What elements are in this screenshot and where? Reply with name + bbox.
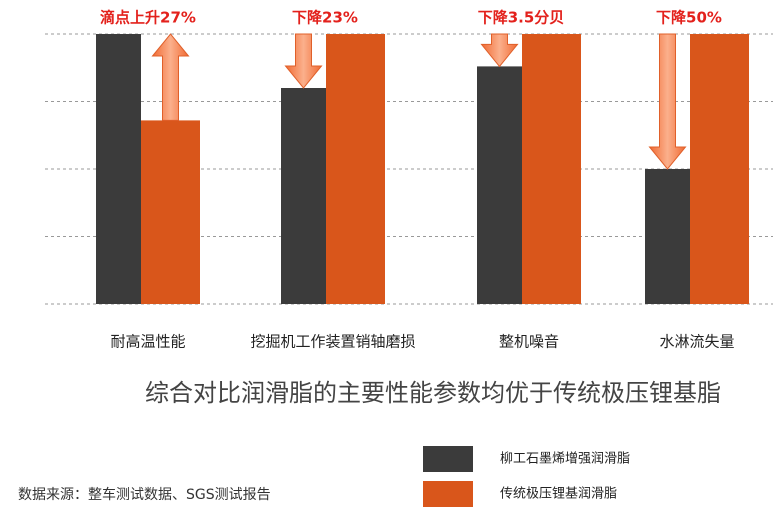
annotation: 下降23% <box>292 9 358 27</box>
bar <box>96 34 141 304</box>
bar <box>477 66 522 305</box>
change-arrow <box>480 33 519 68</box>
x-tick-label: 挖掘机工作装置销轴磨损 <box>250 333 415 351</box>
bar <box>326 34 385 304</box>
source-note: 数据来源：整车测试数据、SGS测试报告 <box>18 486 271 503</box>
change-arrow <box>151 33 190 121</box>
legend-label: 传统极压锂基润滑脂 <box>500 487 617 502</box>
x-tick-label: 水淋流失量 <box>659 333 734 351</box>
change-arrow <box>284 33 323 89</box>
legend-label: 柳工石墨烯增强润滑脂 <box>500 452 630 467</box>
bar <box>522 34 581 304</box>
legend-swatch <box>423 481 473 507</box>
x-tick-label: 整机噪音 <box>499 333 559 351</box>
x-tick-label: 耐高温性能 <box>110 333 185 351</box>
annotation: 下降50% <box>656 9 722 27</box>
annotation: 下降3.5分贝 <box>478 9 565 27</box>
chart-title: 综合对比润滑脂的主要性能参数均优于传统极压锂基脂 <box>145 379 721 407</box>
legend-swatch <box>423 446 473 472</box>
annotation: 滴点上升27% <box>100 9 196 27</box>
change-arrow <box>648 33 687 170</box>
bar <box>690 34 749 304</box>
bar <box>281 88 326 304</box>
bar <box>141 120 200 305</box>
bar <box>645 169 690 304</box>
